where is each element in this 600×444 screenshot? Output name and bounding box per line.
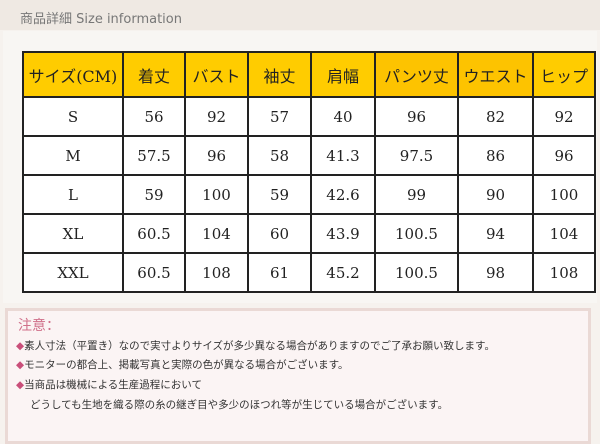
column-header: 着丈 [122, 51, 186, 98]
table-cell: S [22, 96, 124, 137]
table-cell: 42.6 [310, 174, 376, 215]
table-cell: 90 [457, 174, 534, 215]
table-header-row: サイズ(CM) 着丈 バスト 袖丈 肩幅 パンツ丈 ウエスト ヒップ [22, 51, 596, 98]
column-header: サイズ(CM) [22, 51, 124, 98]
table-cell: 104 [532, 213, 596, 254]
table-cell: 100 [184, 174, 249, 215]
table-cell: 98 [457, 252, 534, 293]
table-cell: XL [22, 213, 124, 254]
table-cell: M [22, 135, 124, 176]
table-cell: 99 [374, 174, 459, 215]
page-title: 商品詳細 Size information [20, 12, 182, 27]
table-cell: 108 [532, 252, 596, 293]
table-cell: 92 [532, 96, 596, 137]
table-cell: XXL [22, 252, 124, 293]
column-header: 袖丈 [247, 51, 312, 98]
table-row: S 56 92 57 40 96 82 92 [22, 96, 596, 137]
table-cell: 56 [122, 96, 186, 137]
table-cell: 41.3 [310, 135, 376, 176]
table-cell: 100 [532, 174, 596, 215]
note-text: 素人寸法（平置き）なので実寸よりサイズが多少異なる場合がありますのでご了承お願い… [24, 340, 496, 352]
column-header: ウエスト [457, 51, 534, 98]
table-cell: 58 [247, 135, 312, 176]
table-cell: 100.5 [374, 252, 459, 293]
table-cell: 60.5 [122, 252, 186, 293]
note-text: モニターの都合上、掲載写真と実際の色が異なる場合がございます。 [24, 359, 349, 371]
table-cell: 60 [247, 213, 312, 254]
column-header: ヒップ [532, 51, 596, 98]
table-row: L 59 100 59 42.6 99 90 100 [22, 174, 596, 215]
diamond-icon: ◆ [16, 379, 25, 391]
table-cell: 96 [374, 96, 459, 137]
column-header: パンツ丈 [374, 51, 459, 98]
table-cell: L [22, 174, 124, 215]
table-row: XXL 60.5 108 61 45.2 100.5 98 108 [22, 252, 596, 293]
table-cell: 104 [184, 213, 249, 254]
table-cell: 57.5 [122, 135, 186, 176]
size-table: サイズ(CM) 着丈 バスト 袖丈 肩幅 パンツ丈 ウエスト ヒップ S 56 92 57 40 96 8… [22, 51, 596, 293]
diamond-icon: ◆ [16, 340, 25, 352]
header-band [0, 0, 600, 30]
diamond-icon: ◆ [16, 359, 25, 371]
table-cell: 45.2 [310, 252, 376, 293]
table-row: M 57.5 96 58 41.3 97.5 86 96 [22, 135, 596, 176]
table-cell: 82 [457, 96, 534, 137]
table-cell: 59 [247, 174, 312, 215]
notes-title: 注意： [18, 318, 60, 334]
column-header: 肩幅 [310, 51, 376, 98]
table-cell: 59 [122, 174, 186, 215]
table-cell: 92 [184, 96, 249, 137]
note-line: ◆当商品は機械による生産過程において [16, 377, 202, 392]
note-line: ◆モニターの都合上、掲載写真と実際の色が異なる場合がございます。 [16, 357, 349, 372]
table-cell: 60.5 [122, 213, 186, 254]
table-cell: 100.5 [374, 213, 459, 254]
note-line: ◆素人寸法（平置き）なので実寸よりサイズが多少異なる場合がありますのでご了承お願… [16, 338, 495, 353]
table-cell: 96 [532, 135, 596, 176]
notes-box: 注意： ◆素人寸法（平置き）なので実寸よりサイズが多少異なる場合がありますのでご… [5, 308, 591, 444]
table-cell: 43.9 [310, 213, 376, 254]
column-header: バスト [184, 51, 249, 98]
table-cell: 94 [457, 213, 534, 254]
note-line: どうしても生地を織る際の糸の継ぎ目や多少のほつれ等が生じている場合がございます。 [30, 399, 449, 411]
table-row: XL 60.5 104 60 43.9 100.5 94 104 [22, 213, 596, 254]
note-text: 当商品は機械による生産過程において [24, 379, 202, 391]
table-cell: 108 [184, 252, 249, 293]
table-cell: 40 [310, 96, 376, 137]
table-cell: 61 [247, 252, 312, 293]
table-cell: 97.5 [374, 135, 459, 176]
table-cell: 57 [247, 96, 312, 137]
table-cell: 96 [184, 135, 249, 176]
table-cell: 86 [457, 135, 534, 176]
